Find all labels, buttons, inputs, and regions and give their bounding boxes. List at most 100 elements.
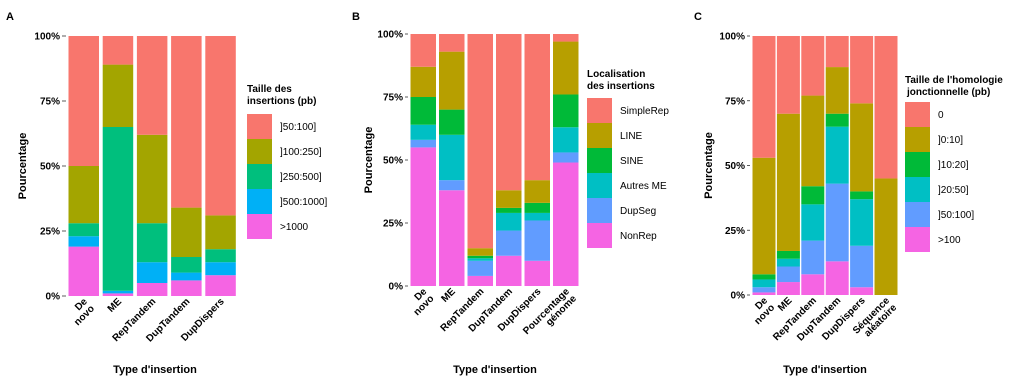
legend-swatch [247, 214, 272, 239]
bar-segment [171, 36, 202, 208]
panel-label: A [6, 11, 14, 23]
bar-segment [205, 249, 236, 263]
bar-segment [136, 223, 168, 263]
bar-segment [752, 287, 776, 293]
x-axis-title: Type d'insertion [453, 364, 537, 376]
bar-segment [752, 292, 776, 295]
legend-swatch [905, 202, 930, 227]
x-category-label: ME [106, 296, 125, 315]
bar-segment [524, 220, 550, 261]
y-tick-label: 100% [719, 32, 745, 43]
bar-segment [439, 109, 465, 135]
bar-segment [752, 274, 776, 280]
bar-segment [410, 66, 436, 97]
bar-segment [850, 199, 874, 246]
legend-swatch [587, 148, 612, 173]
bar-segment [850, 103, 874, 192]
bar-segment [553, 41, 579, 95]
bar-segment [171, 257, 202, 273]
y-tick-label: 75% [40, 97, 60, 108]
bar-segment [825, 36, 849, 68]
bar-segment [102, 36, 134, 65]
bar-segment [102, 127, 134, 291]
bar-segment [68, 236, 99, 247]
bar-segment [439, 180, 465, 191]
bar-segment [850, 191, 874, 200]
legend-swatch [247, 164, 272, 189]
legend-label: NonRep [620, 231, 657, 242]
bar-segment [205, 36, 236, 216]
bar-segment [136, 36, 168, 135]
x-axis-title: Type d'insertion [113, 364, 197, 376]
legend-label: ]0:10] [938, 135, 963, 146]
y-tick-label: 100% [34, 32, 60, 43]
legend-swatch [587, 223, 612, 248]
bar-segment [496, 190, 522, 208]
bar-segment [825, 126, 849, 184]
bar-segment [801, 95, 825, 187]
bar-segment [496, 230, 522, 256]
legend-label: Autres ME [620, 181, 667, 192]
legend-title: Localisation [587, 69, 645, 80]
bar-segment [776, 282, 800, 295]
legend-label: ]100:250] [280, 147, 322, 158]
y-axis-title: Pourcentage [363, 127, 375, 194]
legend-swatch [905, 227, 930, 252]
legend-label: DupSeg [620, 206, 656, 217]
bar-segment [205, 275, 236, 296]
x-category-label: Denovo [745, 295, 777, 327]
bar-segment [439, 34, 465, 52]
y-tick-label: 75% [383, 93, 403, 104]
y-tick-label: 50% [40, 162, 60, 173]
bar-segment [467, 255, 493, 259]
bar-segment [439, 51, 465, 110]
x-category-label: ME [776, 295, 795, 314]
bar-segment [467, 275, 493, 286]
legend-title: insertions (pb) [247, 96, 316, 107]
bar-segment [171, 280, 202, 296]
legend-label: ]500:1000] [280, 197, 327, 208]
legend-swatch [587, 98, 612, 123]
bar-segment [776, 258, 800, 267]
y-axis-title: Pourcentage [17, 133, 29, 200]
bar-segment [752, 157, 776, 275]
legend-label: LINE [620, 131, 643, 142]
y-tick-label: 25% [383, 219, 403, 230]
bar-segment [68, 166, 99, 224]
panel-label: C [694, 11, 702, 23]
bar-segment [776, 113, 800, 251]
bar-segment [496, 207, 522, 213]
bar-segment [801, 36, 825, 96]
legend-swatch [587, 198, 612, 223]
bar-segment [102, 290, 134, 294]
bar-segment [850, 36, 874, 104]
bar-segment [825, 113, 849, 127]
bar-segment [410, 34, 436, 67]
bar-segment [102, 64, 134, 127]
bar-segment [524, 260, 550, 286]
legend-swatch [247, 189, 272, 214]
y-tick-label: 0% [46, 292, 61, 303]
bar-segment [68, 36, 99, 166]
bar-segment [496, 255, 522, 286]
bar-segment [171, 272, 202, 281]
bar-segment [467, 258, 493, 261]
bar-segment [801, 204, 825, 241]
legend-label: >1000 [280, 222, 309, 233]
legend-title: jonctionnelle (pb) [906, 87, 990, 98]
y-tick-label: 50% [725, 161, 745, 172]
bar-segment [439, 190, 465, 286]
legend-swatch [905, 127, 930, 152]
y-tick-label: 25% [725, 226, 745, 237]
legend-swatch [905, 102, 930, 127]
bar-segment [801, 274, 825, 295]
bar-segment [410, 124, 436, 140]
x-category-label: Denovo [65, 296, 97, 328]
x-axis-title: Type d'insertion [783, 364, 867, 376]
bar-segment [467, 34, 493, 249]
bar-segment [553, 152, 579, 163]
bar-segment [439, 134, 465, 181]
